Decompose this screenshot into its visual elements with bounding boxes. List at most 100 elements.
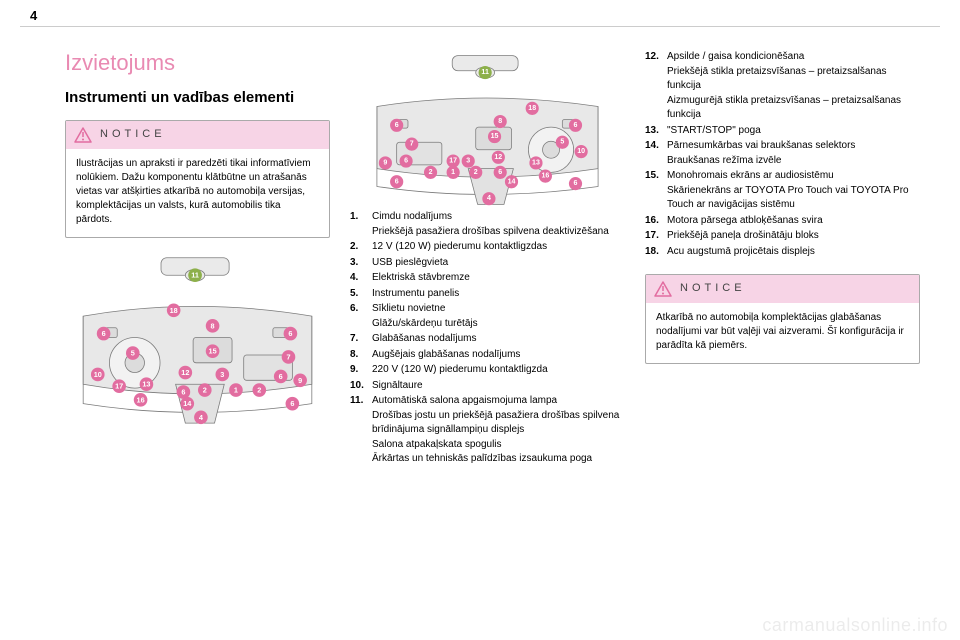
callout-number: 16 bbox=[137, 395, 145, 404]
list-item-subtext: Priekšējā stikla pretaizsvīšanas – preta… bbox=[667, 65, 920, 94]
callout-number: 2 bbox=[429, 169, 433, 176]
column-2: 111868671551096173121321261614664 1.Cimd… bbox=[350, 50, 625, 610]
callout-number: 3 bbox=[220, 369, 224, 378]
column-1: Izvietojums Instrumenti un vadības eleme… bbox=[65, 50, 330, 610]
callout-number: 13 bbox=[142, 379, 150, 388]
list-item-text: USB pieslēgvieta bbox=[372, 256, 625, 271]
callout-number: 6 bbox=[102, 329, 106, 338]
list-item-text: Motora pārsega atbloķēšanas svira bbox=[667, 214, 920, 229]
callout-number: 18 bbox=[528, 105, 536, 112]
list-item-text: Acu augstumā projicētais displejs bbox=[667, 245, 920, 260]
list-item-number: 6. bbox=[350, 302, 372, 331]
list-item-number: 4. bbox=[350, 271, 372, 286]
callout-number: 8 bbox=[498, 118, 502, 125]
callout-number: 16 bbox=[541, 173, 549, 180]
list-item-number: 9. bbox=[350, 363, 372, 378]
list-item-subtext: Skārienekrāns ar TOYOTA Pro Touch vai TO… bbox=[667, 184, 920, 213]
list-item-text: Sīklietu novietneGlāžu/skārdeņu turētājs bbox=[372, 302, 625, 331]
warning-icon bbox=[654, 281, 672, 297]
callout-number: 6 bbox=[181, 387, 185, 396]
list-item: 2.12 V (120 W) piederumu kontaktligzdas bbox=[350, 240, 625, 255]
list-item-number: 1. bbox=[350, 210, 372, 239]
list-item: 8.Augšējais glabāšanas nodalījums bbox=[350, 348, 625, 363]
list-item-text: Glabāšanas nodalījums bbox=[372, 332, 625, 347]
notice-box-1: NOTICE Ilustrācijas un apraksti ir pared… bbox=[65, 120, 330, 238]
list-item-number: 5. bbox=[350, 287, 372, 302]
list-item-subtext: Salona atpakaļskata spogulis bbox=[372, 438, 625, 453]
callout-number: 8 bbox=[211, 321, 215, 330]
callout-number: 17 bbox=[115, 381, 123, 390]
list-item-text: Apsilde / gaisa kondicionēšanaPriekšējā … bbox=[667, 50, 920, 123]
list-item: 12.Apsilde / gaisa kondicionēšanaPriekšē… bbox=[645, 50, 920, 123]
list-item-number: 18. bbox=[645, 245, 667, 260]
notice-label: NOTICE bbox=[680, 281, 746, 296]
list-item: 18.Acu augstumā projicētais displejs bbox=[645, 245, 920, 260]
callout-number: 6 bbox=[574, 180, 578, 187]
list-item-text: Automātiskā salona apgaismojuma lampaDro… bbox=[372, 394, 625, 467]
callout-number: 6 bbox=[288, 329, 292, 338]
callout-number: 13 bbox=[532, 159, 540, 166]
list-item: 16.Motora pārsega atbloķēšanas svira bbox=[645, 214, 920, 229]
list-item-number: 17. bbox=[645, 229, 667, 244]
callout-number: 3 bbox=[466, 158, 470, 165]
list-item-text: 220 V (120 W) piederumu kontaktligzda bbox=[372, 363, 625, 378]
list-item-subtext: Ārkārtas un tehniskās palīdzības izsauku… bbox=[372, 452, 625, 467]
callout-number: 12 bbox=[494, 154, 502, 161]
list-item: 15.Monohromais ekrāns ar audiosistēmuSkā… bbox=[645, 169, 920, 213]
list-item: 11.Automātiskā salona apgaismojuma lampa… bbox=[350, 394, 625, 467]
callout-number: 10 bbox=[94, 369, 102, 378]
component-list-1to11: 1.Cimdu nodalījumsPriekšējā pasažiera dr… bbox=[350, 210, 625, 468]
list-item-number: 3. bbox=[350, 256, 372, 271]
list-item-subtext: Aizmugurējā stikla pretaizsvīšanas – pre… bbox=[667, 94, 920, 123]
notice-body-2: Atkarībā no automobiļa komplektācijas gl… bbox=[646, 303, 919, 363]
notice-header: NOTICE bbox=[66, 121, 329, 149]
list-item-text: Cimdu nodalījumsPriekšējā pasažiera droš… bbox=[372, 210, 625, 239]
callout-number: 6 bbox=[574, 122, 578, 129]
callout-number: 6 bbox=[395, 178, 399, 185]
callout-number: 1 bbox=[451, 169, 455, 176]
list-item-text: Monohromais ekrāns ar audiosistēmuSkārie… bbox=[667, 169, 920, 213]
callout-number: 7 bbox=[286, 352, 290, 361]
watermark: carmanualsonline.info bbox=[762, 615, 948, 636]
list-item: 17.Priekšējā paneļa drošinātāju bloks bbox=[645, 229, 920, 244]
callout-number: 6 bbox=[290, 399, 294, 408]
content-area: Izvietojums Instrumenti un vadības eleme… bbox=[65, 50, 920, 610]
list-item-subtext: Priekšējā pasažiera drošības spilvena de… bbox=[372, 225, 625, 240]
warning-icon bbox=[74, 127, 92, 143]
section-title: Izvietojums bbox=[65, 50, 330, 76]
list-item-number: 11. bbox=[350, 394, 372, 467]
list-item-number: 16. bbox=[645, 214, 667, 229]
callout-number: 5 bbox=[131, 348, 135, 357]
list-item-subtext: Drošības jostu un priekšējā pasažiera dr… bbox=[372, 409, 625, 438]
list-item-number: 8. bbox=[350, 348, 372, 363]
list-item: 6.Sīklietu novietneGlāžu/skārdeņu turētā… bbox=[350, 302, 625, 331]
callout-number: 6 bbox=[395, 122, 399, 129]
list-item: 9.220 V (120 W) piederumu kontaktligzda bbox=[350, 363, 625, 378]
callout-number: 14 bbox=[183, 399, 192, 408]
page-number: 4 bbox=[30, 8, 37, 23]
list-item-subtext: Braukšanas režīma izvēle bbox=[667, 154, 920, 169]
top-border bbox=[20, 26, 940, 27]
callout-number: 9 bbox=[383, 159, 387, 166]
dashboard-figure-right: 111868671551096173121321261614664 bbox=[350, 50, 625, 210]
callout-number: 6 bbox=[404, 158, 408, 165]
list-item-text: 12 V (120 W) piederumu kontaktligzdas bbox=[372, 240, 625, 255]
callout-number: 15 bbox=[491, 133, 499, 140]
list-item-text: Augšējais glabāšanas nodalījums bbox=[372, 348, 625, 363]
list-item-number: 2. bbox=[350, 240, 372, 255]
component-list-12to18: 12.Apsilde / gaisa kondicionēšanaPriekšē… bbox=[645, 50, 920, 260]
callout-number: 10 bbox=[577, 148, 585, 155]
dashboard-figure-left: 11186865157101236917132126161464 bbox=[65, 248, 330, 428]
subsection-title: Instrumenti un vadības elementi bbox=[65, 88, 330, 108]
list-item-text: "START/STOP" poga bbox=[667, 124, 920, 139]
list-item-subtext: Glāžu/skārdeņu turētājs bbox=[372, 317, 625, 332]
list-item-number: 7. bbox=[350, 332, 372, 347]
column-3: 12.Apsilde / gaisa kondicionēšanaPriekšē… bbox=[645, 50, 920, 610]
list-item-number: 12. bbox=[645, 50, 667, 123]
notice-header: NOTICE bbox=[646, 275, 919, 303]
list-item: 1.Cimdu nodalījumsPriekšējā pasažiera dr… bbox=[350, 210, 625, 239]
list-item-text: Elektriskā stāvbremze bbox=[372, 271, 625, 286]
list-item: 4.Elektriskā stāvbremze bbox=[350, 271, 625, 286]
list-item-text: Priekšējā paneļa drošinātāju bloks bbox=[667, 229, 920, 244]
list-item-number: 13. bbox=[645, 124, 667, 139]
